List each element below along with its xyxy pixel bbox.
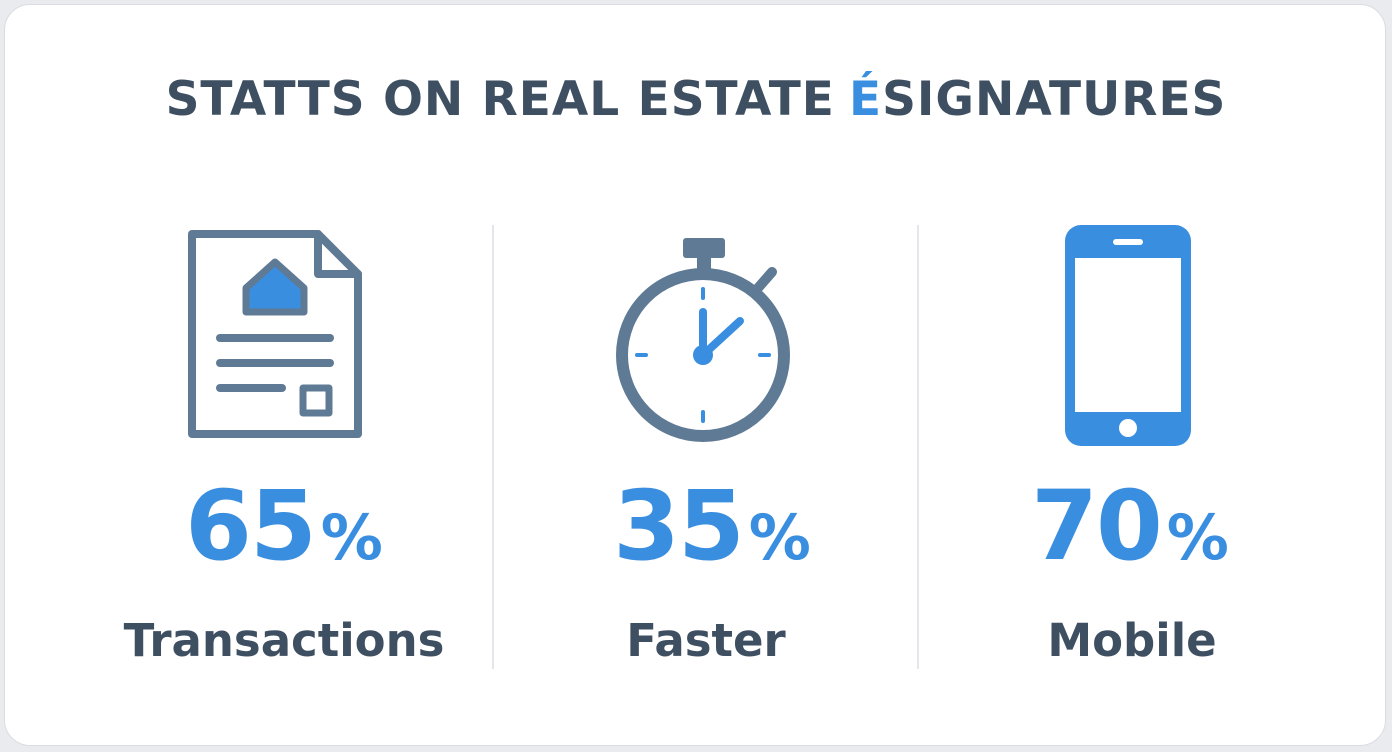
- divider: [492, 225, 494, 669]
- stat-value: 70%: [915, 470, 1345, 582]
- title-text: STATTS ON REAL ESTATE: [165, 72, 835, 127]
- stat-number: 65: [185, 470, 317, 582]
- stat-label: Faster: [626, 614, 786, 667]
- stat-number: 35: [613, 470, 745, 582]
- phone-icon: [1065, 225, 1191, 446]
- stat-unit: %: [748, 501, 811, 574]
- divider: [917, 225, 919, 669]
- stat-unit: %: [1166, 501, 1229, 574]
- title-text: SIGNATURES: [882, 72, 1227, 127]
- stat-value: 35%: [497, 470, 927, 582]
- title: STATTS ON REAL ESTATE ÉSIGNATURES: [0, 72, 1392, 127]
- stat-value: 65%: [69, 470, 499, 582]
- stat-label: Transactions: [123, 614, 445, 667]
- stopwatch-icon: [616, 238, 790, 442]
- title-accent: É: [848, 72, 883, 127]
- stat-label: Mobile: [1047, 614, 1217, 667]
- document-icon: [188, 230, 362, 438]
- stat-number: 70: [1031, 470, 1163, 582]
- stat-unit: %: [320, 501, 383, 574]
